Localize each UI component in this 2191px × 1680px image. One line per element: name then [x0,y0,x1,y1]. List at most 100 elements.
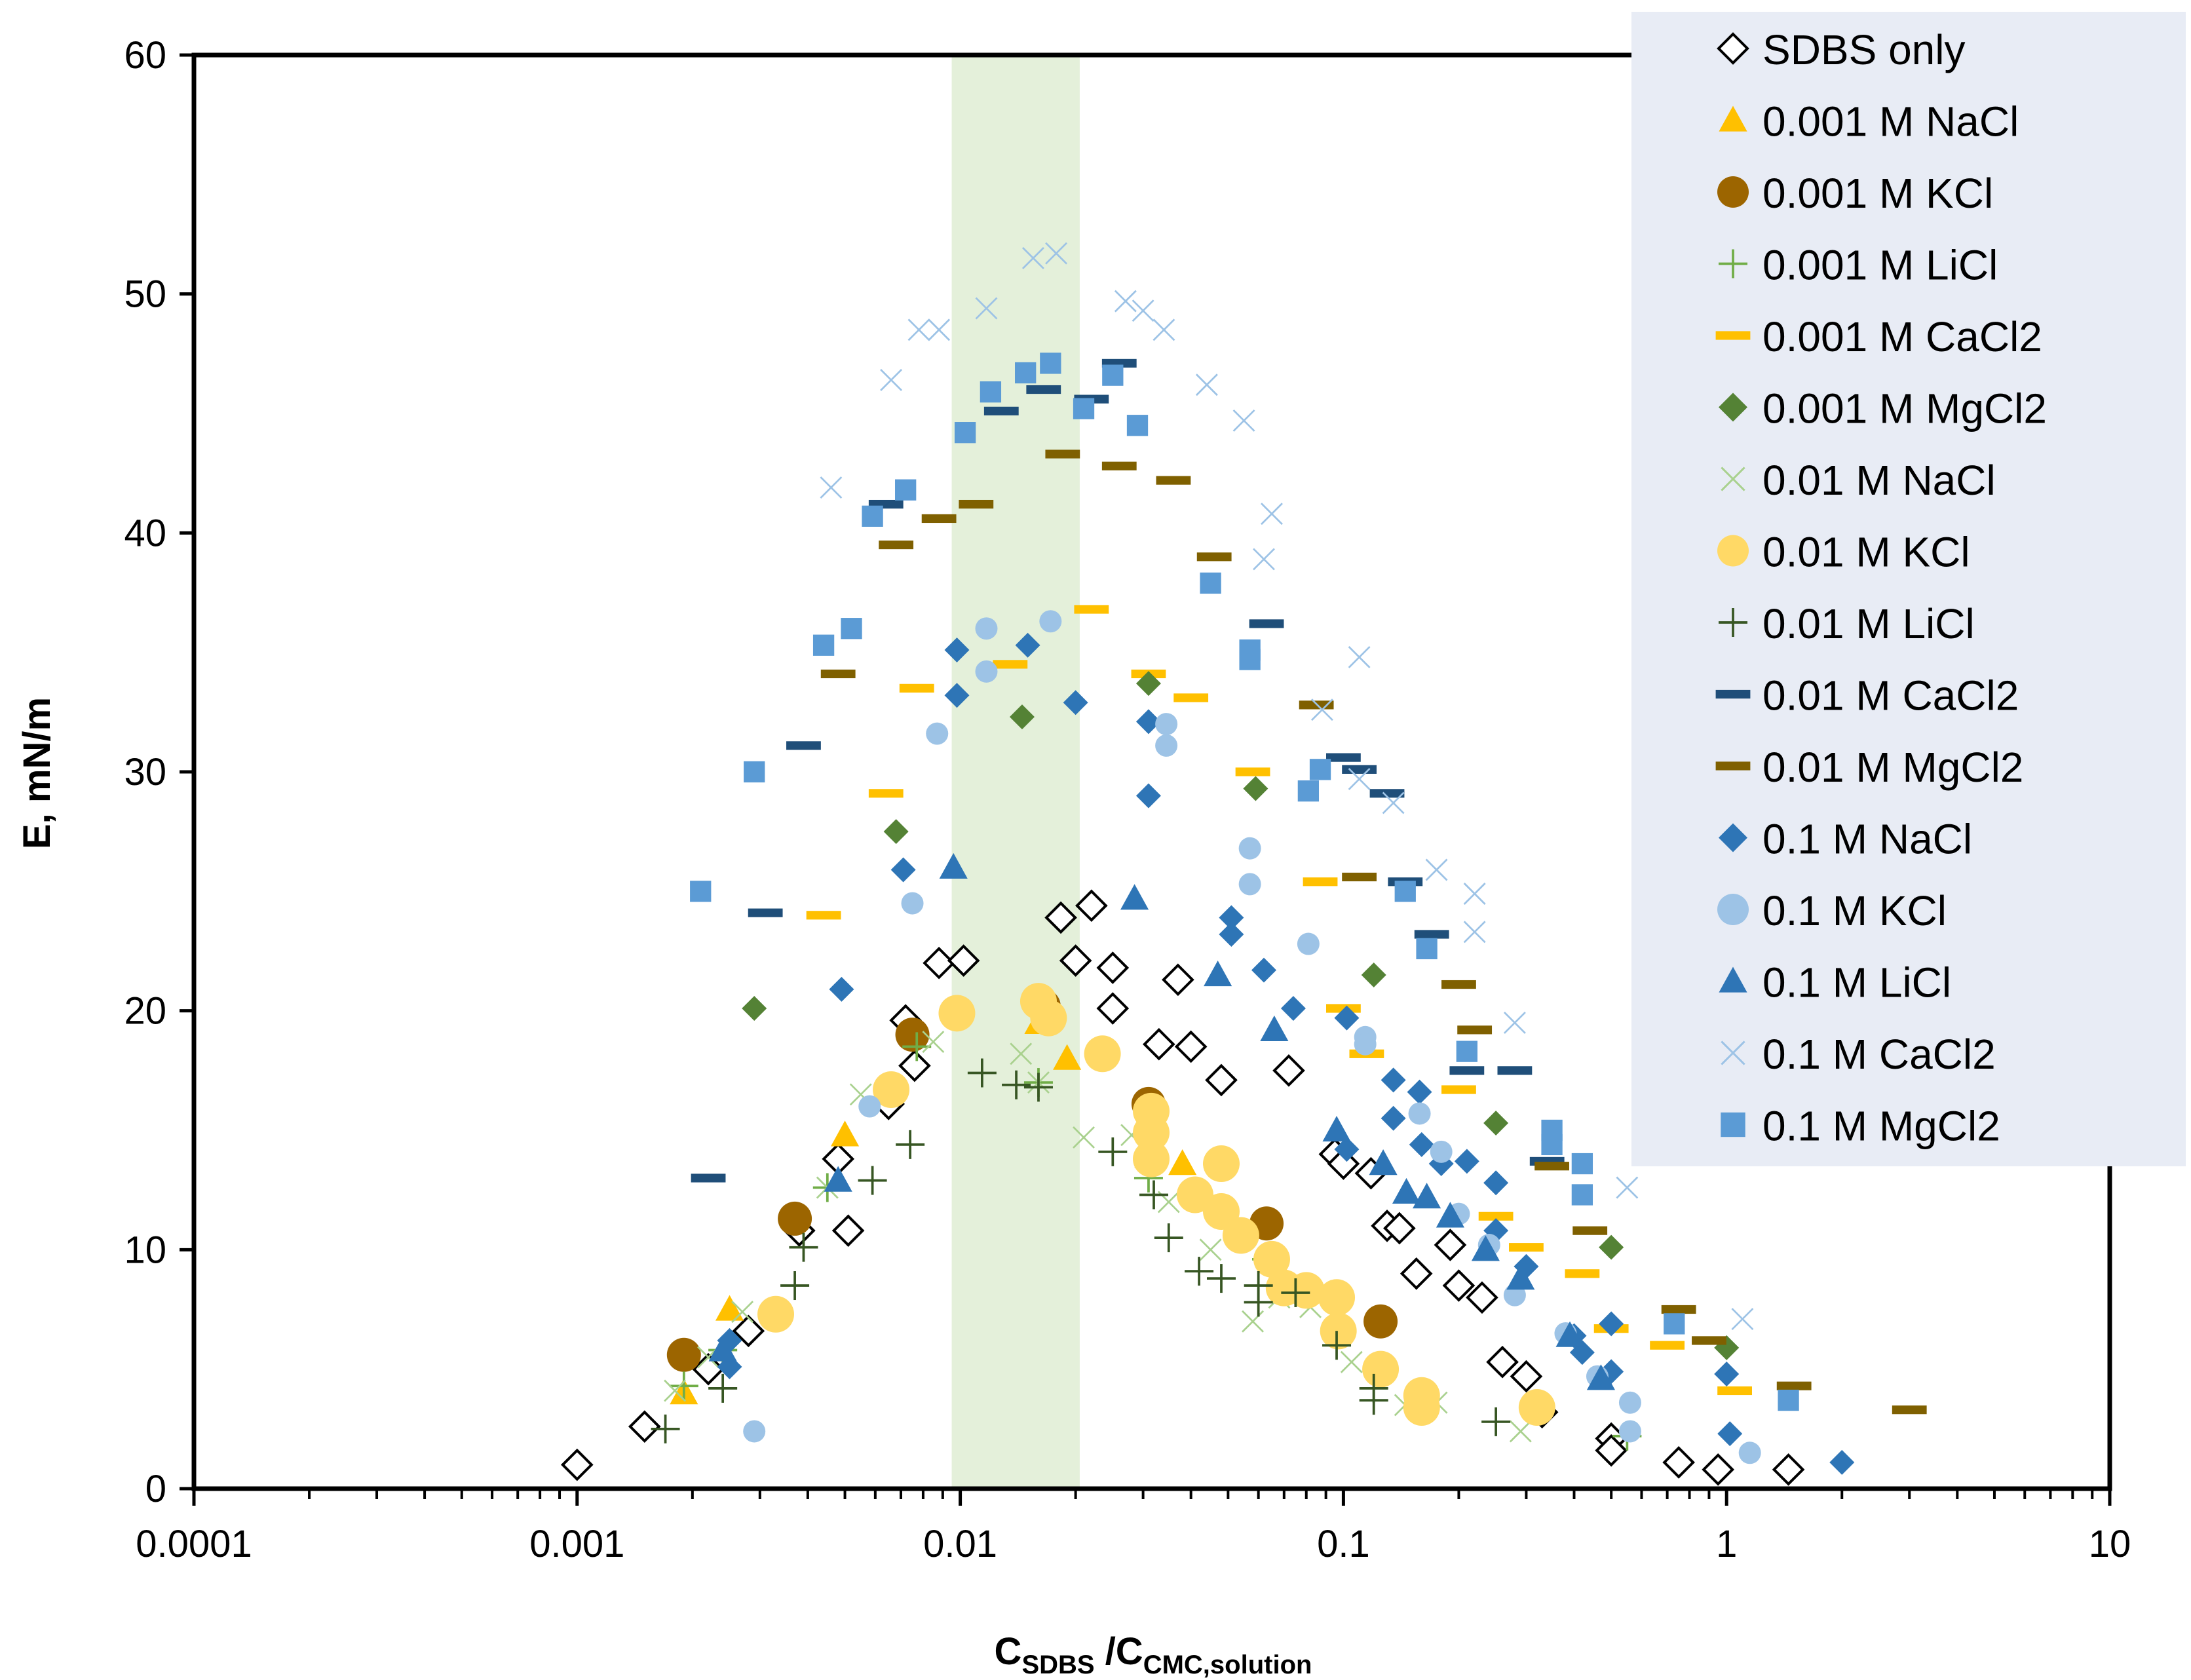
data-point [1073,398,1095,419]
data-point-shape [1219,905,1244,930]
data-point-shape [1310,698,1333,721]
data-point-shape [1272,1054,1305,1087]
data-point-shape [1204,960,1232,987]
data-point-shape [1202,1145,1240,1183]
data-point-shape [1892,1405,1927,1415]
data-point [692,1352,725,1386]
data-point-shape [1361,962,1386,987]
data-point-shape [923,946,955,980]
data-point [1541,1134,1563,1156]
data-point-shape [975,617,998,640]
data-point [1280,996,1306,1021]
data-point-shape [820,476,843,499]
data-point-shape [831,1214,865,1247]
data-point [1059,944,1092,977]
data-point-shape [1174,1030,1208,1063]
data-point-shape [1731,1308,1754,1331]
data-point-shape [1616,1176,1639,1199]
legend-marker-shape [1715,331,1751,340]
data-point [1155,734,1178,757]
data-point [1155,713,1178,736]
data-point [1015,632,1040,658]
data-point-shape [1322,1116,1351,1142]
data-point [1030,999,1067,1037]
data-point-shape [1219,921,1244,947]
data-point [923,946,955,980]
data-point [1454,1149,1479,1174]
data-point-shape [1243,776,1268,801]
data-point-shape [1073,1126,1095,1149]
data-point-shape [1572,1226,1608,1235]
data-point [993,660,1028,669]
data-point [1334,1005,1360,1031]
data-point [967,1058,997,1088]
data-point [841,618,862,640]
data-point-shape [1463,883,1486,905]
data-point [1572,1226,1608,1235]
data-point-shape [1664,1313,1685,1335]
legend-label: 0.1 M CaCl2 [1762,1031,1996,1078]
legend-label: 0.01 M LiCl [1762,600,1975,647]
data-point-shape [895,479,917,501]
data-point-shape [883,819,909,845]
data-point-shape [1039,610,1062,633]
data-point [1205,1063,1238,1097]
data-point-shape [1661,1305,1696,1314]
data-point [1416,938,1438,960]
data-point [820,669,856,679]
data-point [1400,1257,1433,1290]
data-point-shape [1303,877,1338,887]
data-point-shape [1434,1229,1467,1261]
data-point [1509,1420,1532,1443]
legend-label: 0.1 M MgCl2 [1762,1103,2000,1150]
data-point [1135,709,1161,735]
data-point-shape [1392,1177,1421,1204]
legend-marker [1721,467,1745,491]
data-point [1297,780,1320,802]
data-point [1142,1027,1175,1061]
data-point [1383,1212,1416,1245]
data-point-shape [715,1295,744,1321]
data-point-shape [1518,1389,1555,1426]
data-point-shape [880,368,903,391]
data-point [1297,932,1320,955]
data-point [901,892,924,915]
data-point [880,368,903,391]
data-point [1382,792,1405,814]
data-point-shape [1738,1441,1761,1464]
data-point [1534,1162,1569,1171]
data-point-shape [1571,1184,1593,1206]
data-point [1326,753,1361,762]
data-point [1381,1105,1406,1131]
data-point-shape [895,1018,930,1052]
data-point [1238,837,1261,860]
data-point [1776,1381,1812,1390]
data-point [1260,1015,1289,1041]
data-point [1133,1114,1170,1151]
data-point [1045,242,1068,265]
data-point-shape [1157,1191,1180,1213]
data-point-shape [1040,353,1061,374]
data-point [938,995,976,1032]
data-point-shape [1059,944,1092,977]
data-point-shape [1369,1149,1398,1175]
data-point-shape [691,1174,726,1183]
data-point-shape [1454,1149,1479,1174]
data-point [1040,353,1061,374]
data-point [1408,1102,1431,1125]
data-point [1486,1345,1519,1379]
legend-marker [1721,1040,1745,1065]
data-point [1084,1035,1121,1073]
data-point [1102,364,1124,386]
y-axis-title: E, mN/m [16,697,58,849]
data-point [1200,572,1221,594]
data-point [1096,992,1130,1025]
data-point-shape [939,852,968,879]
data-point-shape [1239,649,1261,670]
data-point-shape [1132,299,1154,322]
data-point [1063,690,1088,716]
data-point-shape [1287,1272,1325,1309]
data-point [895,479,917,501]
data-point [1403,1389,1440,1426]
series-11 [717,632,1855,1475]
